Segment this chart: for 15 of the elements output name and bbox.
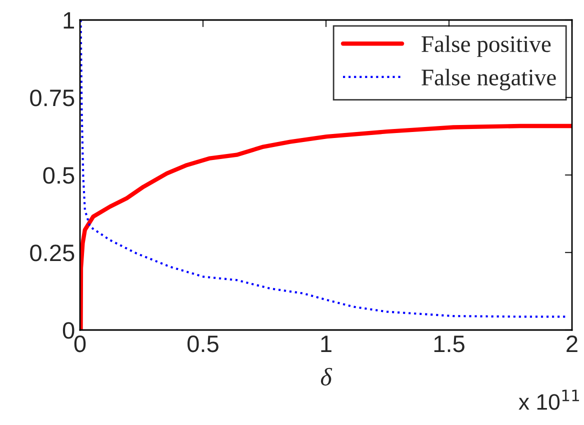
x-axis-title: δ [320, 368, 332, 386]
y-tick-label: 0.75 [30, 90, 74, 106]
y-tick-label: 1 [64, 12, 74, 29]
x-tick-label: 0.5 [188, 335, 218, 352]
line-series [80, 20, 568, 318]
x-tick-label: 2 [566, 335, 578, 352]
y-tick-label: 0.25 [30, 244, 74, 262]
y-tick-label: 0 [62, 322, 74, 339]
x-tick-label: 1 [321, 336, 332, 352]
x-tick-label: 1.5 [434, 336, 464, 352]
y-tick-label: 0.5 [43, 167, 74, 184]
x-tick-label: 0 [74, 335, 86, 352]
legend-label: False negative [422, 68, 556, 90]
text: x 10$^{11}$ [518, 390, 579, 410]
legend-label: False positive [422, 35, 551, 57]
